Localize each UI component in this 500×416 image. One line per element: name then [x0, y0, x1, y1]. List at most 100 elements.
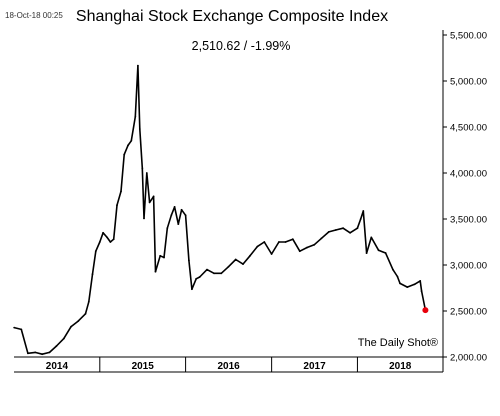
- data-point: [356, 227, 359, 230]
- data-point: [41, 353, 44, 356]
- data-point: [116, 204, 118, 207]
- data-point: [120, 190, 122, 193]
- data-point: [84, 312, 87, 315]
- data-point: [220, 272, 223, 275]
- y-tick-label: 5,000.00: [450, 77, 487, 88]
- data-point: [334, 229, 337, 231]
- data-point: [180, 208, 183, 211]
- data-point: [177, 223, 180, 226]
- x-tick-label: 2014: [46, 361, 69, 372]
- data-point: [195, 277, 198, 280]
- data-point: [145, 172, 148, 174]
- data-point: [191, 288, 193, 291]
- data-point: [152, 195, 155, 198]
- data-point: [27, 352, 29, 355]
- data-point: [370, 236, 373, 239]
- data-point: [138, 128, 141, 130]
- data-point: [166, 227, 169, 230]
- data-point: [420, 290, 423, 292]
- data-point: [20, 328, 23, 331]
- data-point: [188, 259, 190, 262]
- data-point: [419, 280, 422, 282]
- data-point: [55, 345, 58, 347]
- data-point: [234, 258, 237, 261]
- data-point: [141, 167, 144, 170]
- data-point: [313, 243, 316, 246]
- data-point: [102, 231, 104, 234]
- data-point: [106, 236, 108, 239]
- y-tick-label: 3,000.00: [450, 261, 487, 272]
- data-point: [278, 241, 280, 243]
- data-point: [298, 250, 301, 253]
- data-point: [159, 254, 162, 257]
- x-tick-label: 2017: [303, 361, 326, 372]
- chart-subtitle: 2,510.62 / -1.99%: [192, 39, 291, 53]
- data-point: [127, 144, 129, 147]
- data-point: [148, 201, 151, 204]
- data-point: [62, 337, 65, 340]
- data-point: [134, 115, 137, 118]
- y-axis: 5,500.00 5,000.00 4,500.00 4,000.00 3,500.00…: [443, 31, 487, 364]
- chart-title: Shanghai Stock Exchange Composite Index: [76, 8, 388, 25]
- data-point: [320, 237, 323, 240]
- data-point: [163, 256, 165, 259]
- data-point: [263, 241, 266, 243]
- data-point: [109, 241, 112, 243]
- data-point: [154, 270, 157, 273]
- data-point: [413, 283, 416, 286]
- data-point: [399, 282, 401, 285]
- plot-frame: [14, 30, 444, 373]
- data-point: [213, 272, 215, 275]
- data-point: [359, 218, 362, 220]
- data-point: [173, 206, 176, 208]
- source-label: The Daily Shot®: [358, 337, 438, 349]
- chart-timestamp: 18-Oct-18 00:25: [5, 11, 63, 20]
- data-point: [112, 238, 115, 241]
- data-point: [256, 245, 259, 248]
- data-point: [384, 252, 387, 254]
- data-point: [327, 231, 330, 233]
- data-point: [48, 351, 51, 354]
- data-point: [396, 275, 399, 278]
- data-point: [362, 210, 365, 212]
- data-point: [342, 227, 344, 230]
- y-tick-label: 2,000.00: [450, 353, 487, 364]
- data-point: [242, 263, 244, 265]
- y-tick-label: 2,500.00: [450, 307, 487, 318]
- data-point: [34, 351, 37, 354]
- data-point: [137, 64, 139, 67]
- data-point: [349, 231, 351, 234]
- data-point: [365, 252, 368, 255]
- data-point: [98, 241, 101, 243]
- x-axis: 2014 2015 2016 2017 2018: [46, 357, 412, 372]
- y-tick-label: 4,500.00: [450, 123, 487, 134]
- data-point: [13, 326, 16, 329]
- data-point: [143, 217, 145, 220]
- data-point: [284, 241, 287, 243]
- data-point: [91, 273, 94, 276]
- x-tick-label: 2018: [389, 361, 412, 372]
- data-point: [170, 214, 173, 217]
- data-point: [87, 300, 90, 303]
- data-point: [227, 265, 230, 268]
- data-point: [392, 268, 394, 271]
- series-line: [14, 64, 427, 355]
- data-point: [377, 249, 380, 252]
- data-point: [94, 250, 97, 253]
- data-point: [70, 325, 72, 328]
- y-tick-label: 4,000.00: [450, 169, 487, 180]
- data-point: [306, 246, 308, 249]
- data-point: [130, 139, 133, 142]
- data-point: [270, 253, 273, 255]
- data-point: [249, 254, 251, 257]
- data-point: [198, 276, 201, 278]
- data-point: [77, 320, 80, 322]
- data-point: [291, 238, 294, 241]
- last-value-marker: [422, 307, 429, 314]
- y-tick-label: 3,500.00: [450, 215, 487, 226]
- data-point: [184, 214, 187, 217]
- x-tick-label: 2015: [132, 361, 155, 372]
- data-point: [406, 286, 409, 288]
